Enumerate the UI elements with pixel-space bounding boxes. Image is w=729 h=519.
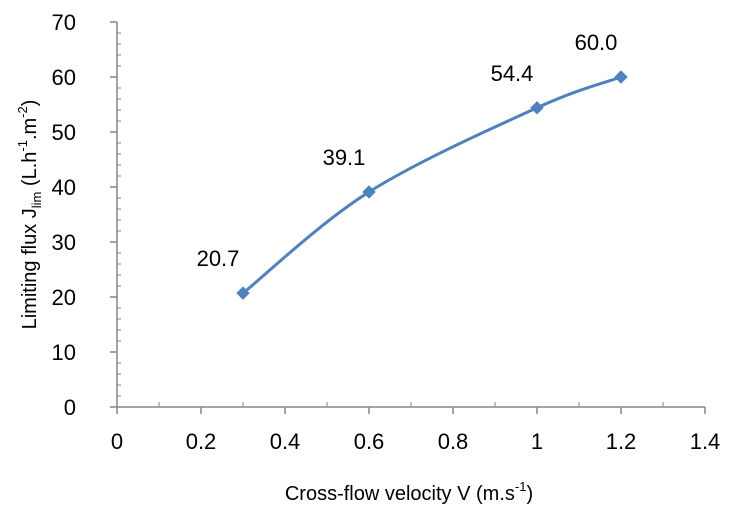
x-axis-title-sup: -1 — [515, 479, 527, 494]
x-tick-label: 0.4 — [270, 429, 301, 454]
x-tick-label: 0.2 — [186, 429, 217, 454]
y-tick-label: 0 — [64, 395, 76, 420]
x-axis-title: Cross-flow velocity V (m.s-1) — [285, 479, 533, 505]
x-tick-label: 1.4 — [690, 429, 721, 454]
data-label: 20.7 — [197, 246, 240, 271]
x-tick-label: 0.8 — [438, 429, 469, 454]
y-tick-label: 40 — [52, 175, 76, 200]
ticks — [110, 21, 706, 414]
y-axis-title-prefix: Limiting flux J — [19, 208, 41, 329]
data-point-marker — [530, 101, 544, 115]
y-axis-title-close: ) — [19, 100, 41, 107]
y-axis-title-mid2: .m — [19, 118, 41, 140]
x-tick-label: 1 — [531, 429, 543, 454]
data-point-marker — [362, 185, 376, 199]
x-axis-title-close: ) — [526, 483, 533, 505]
y-axis-title-sub: lim — [29, 192, 44, 209]
y-axis-title: Limiting flux Jlim (L.h-1.m-2) — [15, 100, 44, 330]
y-tick-label: 10 — [52, 340, 76, 365]
y-tick-label: 20 — [52, 285, 76, 310]
markers — [236, 70, 628, 300]
y-axis-title-sup2: -2 — [15, 106, 30, 118]
y-tick-label: 50 — [52, 120, 76, 145]
y-axis-title-sup1: -1 — [15, 140, 30, 152]
data-label: 39.1 — [323, 145, 366, 170]
data-labels: 20.7 39.1 54.4 60.0 — [197, 30, 618, 271]
x-tick-label: 0.6 — [354, 429, 385, 454]
x-axis-title-text: Cross-flow velocity V (m.s — [285, 483, 515, 505]
y-axis-title-mid1: (L.h — [19, 152, 41, 192]
series-line — [242, 75, 622, 295]
data-point-marker — [614, 70, 628, 84]
data-label: 60.0 — [575, 30, 618, 55]
data-point-marker — [236, 286, 250, 300]
x-tick-label: 0 — [111, 429, 123, 454]
y-tick-label: 60 — [52, 65, 76, 90]
y-tick-label: 30 — [52, 230, 76, 255]
x-tick-label: 1.2 — [606, 429, 637, 454]
tick-labels: 0 10 20 30 40 50 60 70 0 0.2 0.4 0.6 0.8 1 1.2 1.4 — [52, 10, 721, 454]
y-tick-label: 70 — [52, 10, 76, 35]
data-label: 54.4 — [491, 61, 534, 86]
